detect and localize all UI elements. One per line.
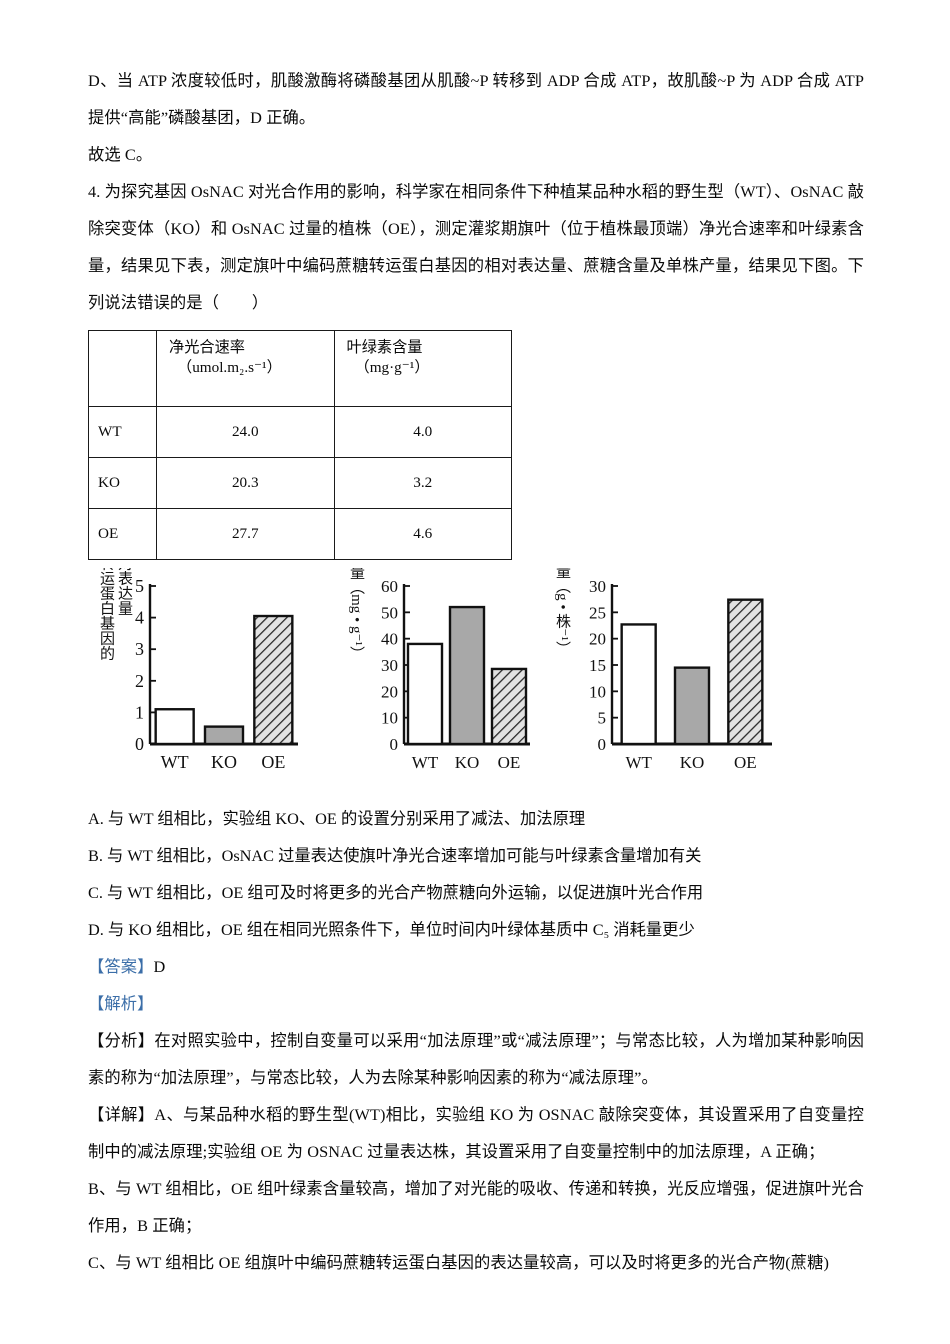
col1-title: 净光合速率: [169, 339, 245, 356]
svg-text:40: 40: [381, 630, 398, 649]
svg-text:相对表达量: 相对表达量: [116, 568, 133, 616]
svg-text:KO: KO: [211, 752, 237, 772]
table-header-chlorophyll: 叶绿素含量 （mg·g⁻¹）: [333, 330, 512, 407]
svg-text:WT: WT: [412, 753, 439, 772]
row-label-oe: OE: [88, 508, 157, 560]
table-corner-cell: [88, 330, 157, 407]
svg-text:5: 5: [598, 709, 607, 728]
table-row: WT 24.0 4.0: [88, 406, 512, 458]
svg-text:15: 15: [589, 656, 606, 675]
svg-text:OE: OE: [734, 753, 757, 772]
cell-oe-netphoto: 27.7: [156, 508, 335, 560]
question-stem-text: 为探究基因 OsNAC 对光合作用的影响，科学家在相同条件下种植某品种水稻的野生…: [88, 182, 865, 312]
svg-text:10: 10: [381, 709, 398, 728]
cell-ko-netphoto: 20.3: [156, 457, 335, 509]
table-header-net-photosynthesis: 净光合速率 （umol.m₂.s⁻¹）: [156, 330, 335, 407]
option-b[interactable]: B. 与 WT 组相比，OsNAC 过量表达使旗叶净光合速率增加可能与叶绿素含量…: [88, 846, 702, 865]
answer-tag: 【答案】: [88, 957, 154, 976]
svg-text:10: 10: [589, 682, 606, 701]
detail-paragraph-c: C、与 WT 组相比 OE 组旗叶中编码蔗糖转运蛋白基因的表达量较高，可以及时将…: [88, 1253, 830, 1272]
svg-text:3: 3: [135, 639, 144, 659]
detail-label: 【详解】: [88, 1105, 155, 1124]
detail-a-text: A、与某品种水稻的野生型(WT)相比，实验组 KO 为 OSNAC 敲除突变体，…: [88, 1105, 865, 1161]
measurement-table: 净光合速率 （umol.m₂.s⁻¹） 叶绿素含量 （mg·g⁻¹） WT 24…: [88, 330, 512, 560]
svg-text:WT: WT: [625, 753, 652, 772]
svg-text:50: 50: [381, 603, 398, 622]
answer-value: D: [153, 957, 166, 976]
svg-text:30: 30: [381, 656, 398, 675]
cell-oe-chlorophyll: 4.6: [333, 508, 512, 560]
svg-text:25: 25: [589, 603, 606, 622]
svg-text:KO: KO: [455, 753, 480, 772]
svg-text:0: 0: [390, 735, 399, 754]
question-stem: 4. 为探究基因 OsNAC 对光合作用的影响，科学家在相同条件下种植某品种水稻…: [88, 173, 864, 321]
svg-text:WT: WT: [161, 752, 189, 772]
row-label-ko: KO: [88, 457, 157, 509]
figure-three-bar-charts: 0 1 2 3 4 5 WT KO OE 编码蔗糖转运蛋白基因的 相对表达量 0 10 20 30 40 50…: [88, 568, 864, 800]
option-d[interactable]: D. 与 KO 组相比，OE 组在相同光照条件下，单位时间内叶绿体基质中 C₅ …: [88, 920, 695, 939]
svg-text:0: 0: [598, 735, 607, 754]
svg-text:2: 2: [135, 671, 144, 691]
col1-unit: （umol.m₂.s⁻¹）: [177, 359, 282, 376]
detail-paragraph-a: 【详解】A、与某品种水稻的野生型(WT)相比，实验组 KO 为 OSNAC 敲除…: [88, 1096, 864, 1170]
analysis-tag-line: 【解析】: [88, 985, 864, 1022]
page-content: D、当 ATP 浓度较低时，肌酸激酶将磷酸基团从肌酸~P 转移到 ADP 合成 …: [88, 62, 864, 1281]
chart-yield-per-plant: 0 5 10 15 20 25 30 WT KO OE 产量（g • 株⁻¹）: [536, 568, 786, 800]
svg-text:0: 0: [135, 734, 144, 754]
table-header-row: 净光合速率 （umol.m₂.s⁻¹） 叶绿素含量 （mg·g⁻¹）: [88, 330, 512, 407]
analysis-text: 在对照实验中，控制自变量可以采用“加法原理”或“减法原理”；与常态比较，人为增加…: [88, 1031, 864, 1087]
answer-line: 【答案】D: [88, 948, 864, 985]
table-row: OE 27.7 4.6: [88, 508, 512, 560]
svg-text:30: 30: [589, 577, 606, 596]
col2-unit: （mg·g⁻¹）: [354, 359, 430, 376]
cell-wt-netphoto: 24.0: [156, 406, 335, 458]
detail-paragraph-b: B、与 WT 组相比，OE 组叶绿素含量较高，增加了对光能的吸收、传递和转换，光…: [88, 1179, 864, 1235]
svg-text:编码蔗糖转运蛋白基因的: 编码蔗糖转运蛋白基因的: [98, 568, 115, 662]
analysis-tag: 【解析】: [88, 994, 154, 1013]
svg-text:5: 5: [135, 576, 144, 596]
paragraph-answer-c: 故选 C。: [88, 145, 153, 164]
svg-text:20: 20: [381, 682, 398, 701]
svg-text:20: 20: [589, 630, 606, 649]
svg-text:蔗糖含量（mg • g⁻¹）: 蔗糖含量（mg • g⁻¹）: [348, 568, 365, 661]
svg-text:产量（g • 株⁻¹）: 产量（g • 株⁻¹）: [554, 568, 571, 656]
svg-text:KO: KO: [680, 753, 705, 772]
cell-wt-chlorophyll: 4.0: [333, 406, 512, 458]
chart-sucrose-content: 0 10 20 30 40 50 60 WT KO OE 蔗糖含量（mg • g⁻¹）: [336, 568, 536, 800]
option-a[interactable]: A. 与 WT 组相比，实验组 KO、OE 的设置分别采用了减法、加法原理: [88, 809, 586, 828]
option-c[interactable]: C. 与 WT 组相比，OE 组可及时将更多的光合产物蔗糖向外运输，以促进旗叶光…: [88, 883, 704, 902]
analysis-paragraph: 【分析】在对照实验中，控制自变量可以采用“加法原理”或“减法原理”；与常态比较，…: [88, 1022, 864, 1096]
svg-text:OE: OE: [261, 752, 285, 772]
analysis-label: 【分析】: [88, 1031, 155, 1050]
svg-text:60: 60: [381, 577, 398, 596]
question-number: 4.: [88, 182, 101, 201]
row-label-wt: WT: [88, 406, 157, 458]
svg-text:1: 1: [135, 702, 144, 722]
chart-sucrose-transporter-expression: 0 1 2 3 4 5 WT KO OE 编码蔗糖转运蛋白基因的 相对表达量: [88, 568, 336, 800]
col2-title: 叶绿素含量: [346, 339, 423, 356]
table-row: KO 20.3 3.2: [88, 457, 512, 509]
svg-text:OE: OE: [498, 753, 521, 772]
cell-ko-chlorophyll: 3.2: [333, 457, 512, 509]
svg-text:4: 4: [135, 608, 144, 628]
paragraph-d-explanation: D、当 ATP 浓度较低时，肌酸激酶将磷酸基团从肌酸~P 转移到 ADP 合成 …: [88, 71, 864, 127]
